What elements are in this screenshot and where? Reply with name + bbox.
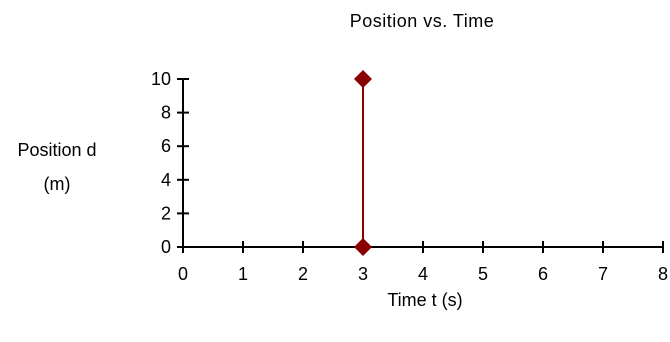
y-axis-label-line-2: (m) <box>44 174 71 194</box>
x-tick-label: 3 <box>358 264 368 284</box>
y-tick-label: 8 <box>161 103 171 123</box>
y-tick-label: 0 <box>161 237 171 257</box>
x-tick-label: 8 <box>658 264 668 284</box>
data-point-marker <box>354 238 372 256</box>
y-tick-label: 10 <box>151 69 171 89</box>
y-tick-label: 2 <box>161 203 171 223</box>
y-tick-label: 6 <box>161 136 171 156</box>
x-tick-label: 0 <box>178 264 188 284</box>
chart-title: Position vs. Time <box>350 11 495 31</box>
y-ticks: 0 2 4 6 8 10 <box>151 69 189 257</box>
y-axis-label-line-1: Position d <box>17 140 96 160</box>
data-point-marker <box>354 70 372 88</box>
series-layer <box>354 70 372 256</box>
x-ticks: 0 1 2 3 4 5 6 7 8 <box>178 241 668 284</box>
x-tick-label: 2 <box>298 264 308 284</box>
y-tick-label: 4 <box>161 170 171 190</box>
x-tick-label: 6 <box>538 264 548 284</box>
x-tick-label: 5 <box>478 264 488 284</box>
x-tick-label: 1 <box>238 264 248 284</box>
x-axis-label: Time t (s) <box>387 290 462 310</box>
x-tick-label: 7 <box>598 264 608 284</box>
x-tick-label: 4 <box>418 264 428 284</box>
